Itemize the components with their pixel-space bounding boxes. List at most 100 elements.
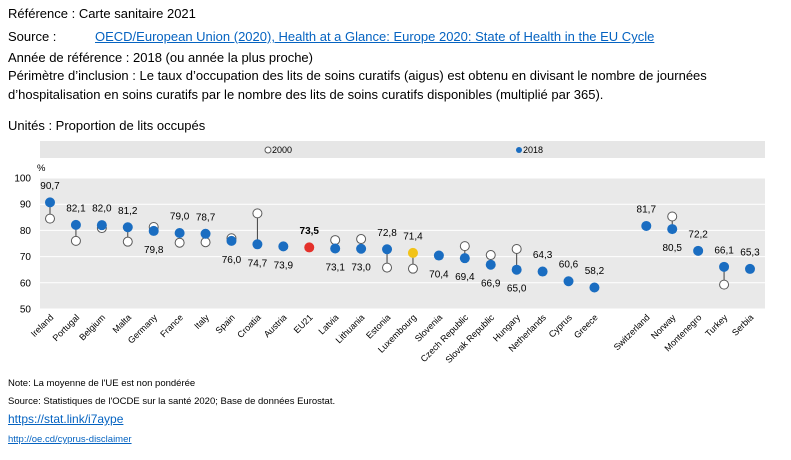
- point-2018-croatia: [252, 239, 263, 250]
- point-2000-czech-republic: [459, 241, 470, 252]
- point-2018-serbia: [745, 263, 755, 274]
- point-2000-hungary: [511, 244, 522, 255]
- value-label-serbia: 65,3: [740, 247, 760, 258]
- point-2018-germany: [148, 225, 159, 236]
- point-2018-estonia: [382, 244, 393, 255]
- point-2018-turkey: [719, 261, 730, 272]
- point-2018-belgium: [96, 220, 107, 231]
- point-2018-spain: [226, 235, 237, 246]
- point-2018-malta: [122, 222, 133, 233]
- point-2000-france: [174, 237, 185, 248]
- point-2000-portugal: [70, 235, 81, 246]
- value-label-germany: 79,8: [144, 245, 164, 256]
- value-label-hungary: 65,0: [507, 284, 527, 295]
- legend-marker-2000: [264, 146, 272, 154]
- x-label-cyprus: Cyprus: [547, 312, 575, 340]
- point-2000-luxembourg: [407, 263, 418, 274]
- point-2018-montenegro: [693, 245, 704, 256]
- value-label-ireland: 90,7: [40, 181, 60, 192]
- x-label-turkey: Turkey: [703, 312, 730, 339]
- point-2018-portugal: [70, 219, 81, 230]
- value-label-greece: 58,2: [585, 266, 605, 277]
- footer-note: Note: La moyenne de l'UE est non pondéré…: [8, 378, 196, 389]
- point-2018-slovenia: [433, 250, 444, 261]
- y-tick-label-100: 100: [14, 174, 31, 185]
- x-label-spain: Spain: [214, 312, 237, 335]
- footer-source: Source: Statistiques de l'OCDE sur la sa…: [8, 396, 336, 407]
- units-text: Unités : Proportion de lits occupés: [8, 118, 206, 133]
- point-2000-italy: [200, 237, 211, 248]
- value-label-malta: 81,2: [118, 206, 138, 217]
- x-label-slovak-republic: Slovak Republic: [443, 312, 496, 365]
- y-axis-unit-label: %: [37, 163, 46, 174]
- value-label-austria: 73,9: [274, 260, 294, 271]
- point-2018-france: [174, 228, 185, 239]
- source-line: Source : OECD/European Union (2020), Hea…: [8, 29, 654, 45]
- scope-text-line-2: d’hospitalisation en soins curatifs par …: [8, 87, 604, 102]
- value-label-estonia: 72,8: [377, 228, 397, 239]
- point-2018-switzerland: [641, 220, 652, 231]
- point-2000-turkey: [719, 279, 730, 290]
- value-label-slovak-republic: 66,9: [481, 279, 501, 290]
- point-2000-latvia: [330, 235, 341, 246]
- cyprus-disclaimer-link[interactable]: http://oe.cd/cyprus-disclaimer: [8, 434, 132, 445]
- legend-label-2018: 2018: [523, 145, 543, 155]
- bed-occupancy-chart: 2000 2018 % 100 90 80 70 60 50 90,7 82,1 82,0 81…: [14, 141, 765, 365]
- value-label-portugal: 82,1: [66, 203, 86, 214]
- x-label-austria: Austria: [262, 312, 289, 339]
- value-label-latvia: 73,1: [325, 262, 345, 273]
- y-tick-label-50: 50: [20, 305, 32, 316]
- point-2000-malta: [122, 236, 133, 247]
- value-label-turkey: 66,1: [714, 245, 734, 256]
- point-2018-slovak-republic: [485, 259, 496, 270]
- y-tick-label-70: 70: [20, 252, 32, 263]
- x-label-switzerland: Switzerland: [612, 312, 652, 352]
- value-label-montenegro: 72,2: [688, 229, 708, 240]
- reference-text: Référence : Carte sanitaire 2021: [8, 6, 196, 21]
- value-label-spain: 76,0: [222, 255, 242, 266]
- value-label-norway: 80,5: [662, 243, 682, 254]
- point-2018-lithuania: [356, 243, 367, 254]
- point-2000-slovak-republic: [485, 250, 496, 261]
- point-2000-norway: [667, 211, 678, 222]
- value-label-italy: 78,7: [196, 212, 216, 223]
- x-label-latvia: Latvia: [317, 312, 341, 336]
- source-label: Source :: [8, 29, 57, 44]
- legend-band: [40, 141, 765, 158]
- point-2018-austria: [278, 241, 289, 252]
- y-tick-label-90: 90: [20, 200, 32, 211]
- point-2000-lithuania: [356, 234, 367, 245]
- point-2000-croatia: [252, 208, 263, 219]
- plot-area: [40, 178, 765, 309]
- scope-text-line-1: Périmètre d’inclusion : Le taux d’occupa…: [8, 68, 707, 83]
- x-label-croatia: Croatia: [235, 312, 263, 340]
- x-label-italy: Italy: [192, 312, 211, 331]
- reference-year-text: Année de référence : 2018 (ou année la p…: [8, 50, 313, 65]
- y-tick-label-60: 60: [20, 278, 32, 289]
- y-tick-label-80: 80: [20, 226, 32, 237]
- legend-label-2000: 2000: [272, 145, 292, 155]
- x-label-germany: Germany: [126, 312, 160, 346]
- point-2018-italy: [200, 228, 211, 239]
- x-label-belgium: Belgium: [77, 312, 107, 342]
- x-label-france: France: [158, 312, 185, 339]
- statlink-link[interactable]: https://stat.link/i7aype: [8, 412, 124, 426]
- x-label-lithuania: Lithuania: [334, 312, 367, 345]
- legend-marker-2018: [516, 147, 522, 153]
- point-2018-luxembourg: [407, 247, 418, 258]
- point-2000-ireland: [45, 213, 55, 224]
- value-label-netherlands: 64,3: [533, 250, 553, 261]
- value-label-luxembourg: 71,4: [403, 231, 423, 242]
- value-label-switzerland: 81,7: [637, 204, 657, 215]
- point-2018-latvia: [330, 243, 341, 254]
- point-2018-ireland: [45, 197, 55, 208]
- legend: 2000 2018: [40, 141, 765, 158]
- x-label-greece: Greece: [572, 312, 600, 340]
- x-label-serbia: Serbia: [730, 312, 755, 337]
- value-label-eu21: 73,5: [300, 226, 320, 237]
- point-2018-norway: [667, 224, 678, 235]
- source-link[interactable]: OECD/European Union (2020), Health at a …: [95, 29, 655, 44]
- series-2018-points: [45, 197, 755, 293]
